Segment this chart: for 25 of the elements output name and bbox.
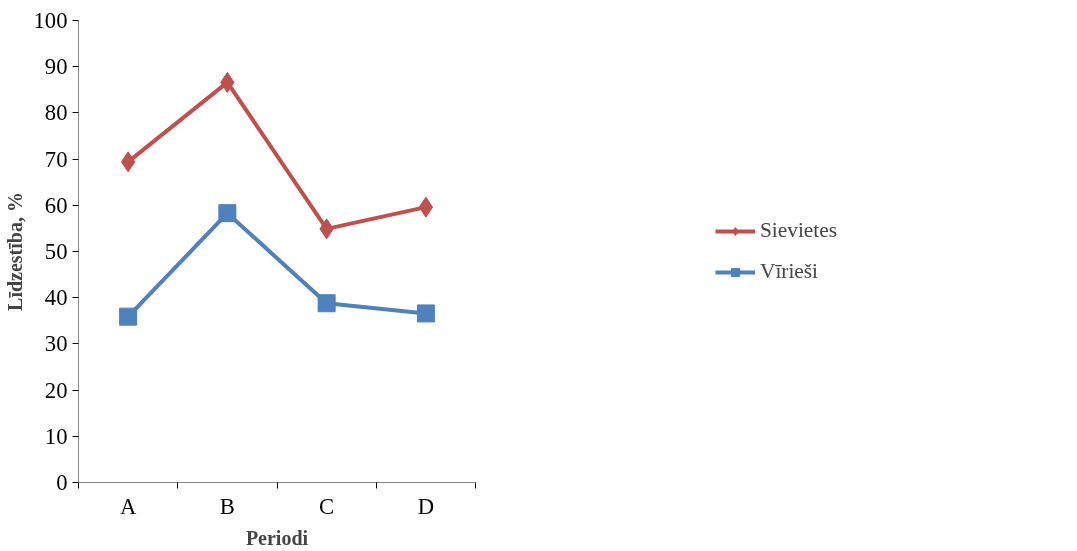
y-axis-title: Līdzestība, % bbox=[3, 192, 26, 311]
x-tick-label: A bbox=[119, 493, 137, 519]
y-tick-label: 90 bbox=[44, 54, 68, 80]
y-tick-label: 20 bbox=[44, 377, 68, 403]
point bbox=[120, 151, 136, 173]
legend-label: Sievietes bbox=[759, 218, 838, 243]
y-tick-label: 30 bbox=[44, 331, 68, 357]
legend-label: Vīrieši bbox=[759, 259, 819, 284]
point bbox=[317, 294, 336, 313]
x-tick-label: C bbox=[319, 493, 335, 519]
y-tick-label: 50 bbox=[44, 239, 68, 264]
y-tick-label: 0 bbox=[56, 470, 68, 495]
point bbox=[218, 204, 237, 223]
y-tick-label: 40 bbox=[44, 285, 68, 311]
y-tick-label: 60 bbox=[44, 192, 68, 218]
y-tick-label: 70 bbox=[44, 146, 68, 172]
point bbox=[119, 307, 138, 326]
point bbox=[418, 196, 434, 218]
x-tick-label: D bbox=[417, 493, 435, 519]
y-tick-label: 80 bbox=[44, 100, 68, 126]
y-tick-label: 10 bbox=[44, 423, 68, 449]
point bbox=[416, 304, 435, 323]
x-axis-title: Periodi bbox=[245, 526, 309, 549]
y-tick-label: 100 bbox=[33, 8, 68, 33]
x-tick-label: B bbox=[219, 493, 235, 519]
